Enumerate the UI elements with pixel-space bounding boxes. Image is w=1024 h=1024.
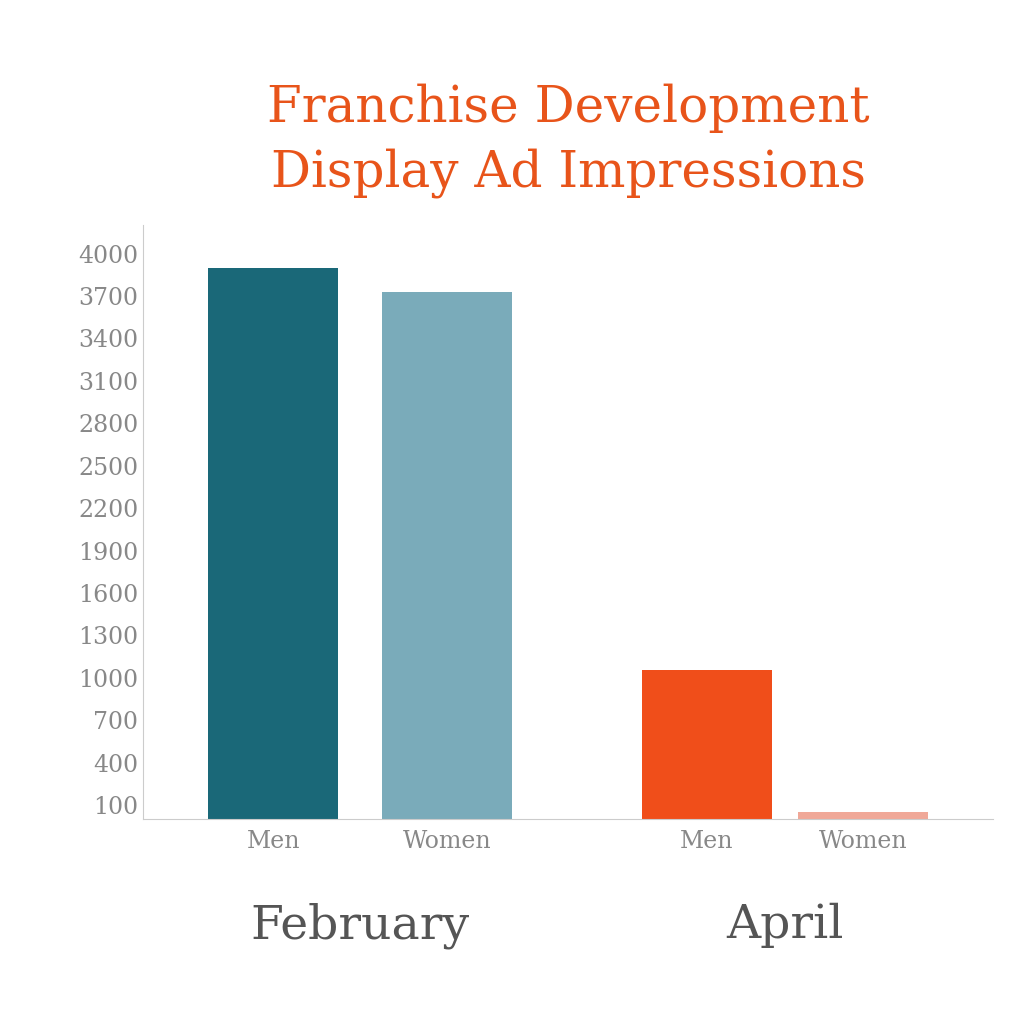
Bar (382, 292, 512, 819)
Bar (642, 670, 772, 819)
Bar (209, 267, 339, 819)
Text: April: April (726, 902, 844, 948)
Text: February: February (251, 902, 470, 949)
Title: Franchise Development
Display Ad Impressions: Franchise Development Display Ad Impress… (267, 83, 869, 198)
Bar (798, 812, 928, 819)
